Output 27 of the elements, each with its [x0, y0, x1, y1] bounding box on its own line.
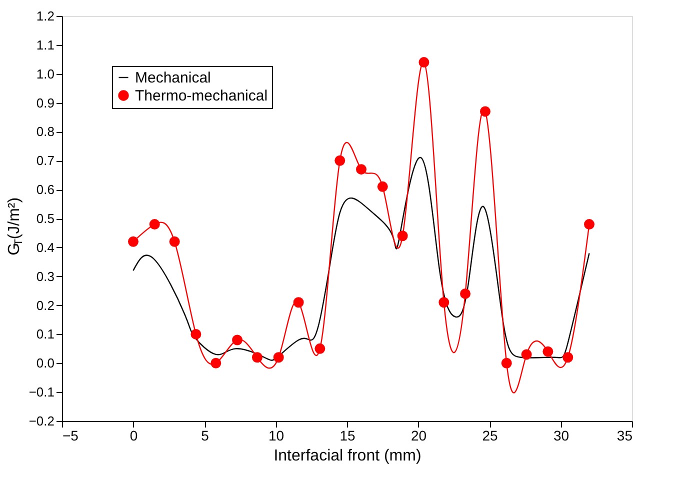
y-tick-label: −0.2	[28, 414, 54, 428]
y-tick-label: 0.0	[36, 356, 54, 371]
x-tick-label: 5	[201, 428, 210, 444]
y-tick-label: 0.4	[36, 240, 54, 255]
x-tick-label: 20	[410, 428, 427, 444]
y-tick-label: 0.8	[36, 124, 54, 140]
y-tick-label: 0.7	[36, 153, 54, 168]
x-axis-title: Interfacial front (mm)	[274, 448, 422, 464]
legend-label: Thermo-mechanical	[135, 88, 268, 104]
y-tick-label: 0.1	[36, 326, 54, 342]
y-tick-label: 0.2	[36, 298, 54, 313]
y-tick-label: 1.2	[36, 8, 54, 24]
y-tick-label: 0.9	[36, 95, 54, 110]
legend-label: Mechanical	[135, 70, 211, 86]
y-tick-label: 0.6	[36, 182, 54, 198]
x-tick-label: 25	[482, 428, 498, 444]
y-tick-label: 1.0	[36, 66, 54, 82]
x-tick-label: 0	[130, 428, 138, 444]
x-tick-label: 10	[268, 428, 284, 444]
x-tick-label: 35	[616, 428, 633, 444]
y-tick-label: 0.3	[36, 268, 54, 284]
x-tick-label: 30	[553, 428, 570, 444]
x-tick-label: −5	[62, 428, 79, 444]
y-tick-label: 1.1	[36, 37, 54, 52]
y-tick-label: 0.5	[36, 211, 54, 226]
y-tick-label: −0.1	[28, 384, 54, 400]
x-tick-label: 15	[340, 428, 356, 444]
